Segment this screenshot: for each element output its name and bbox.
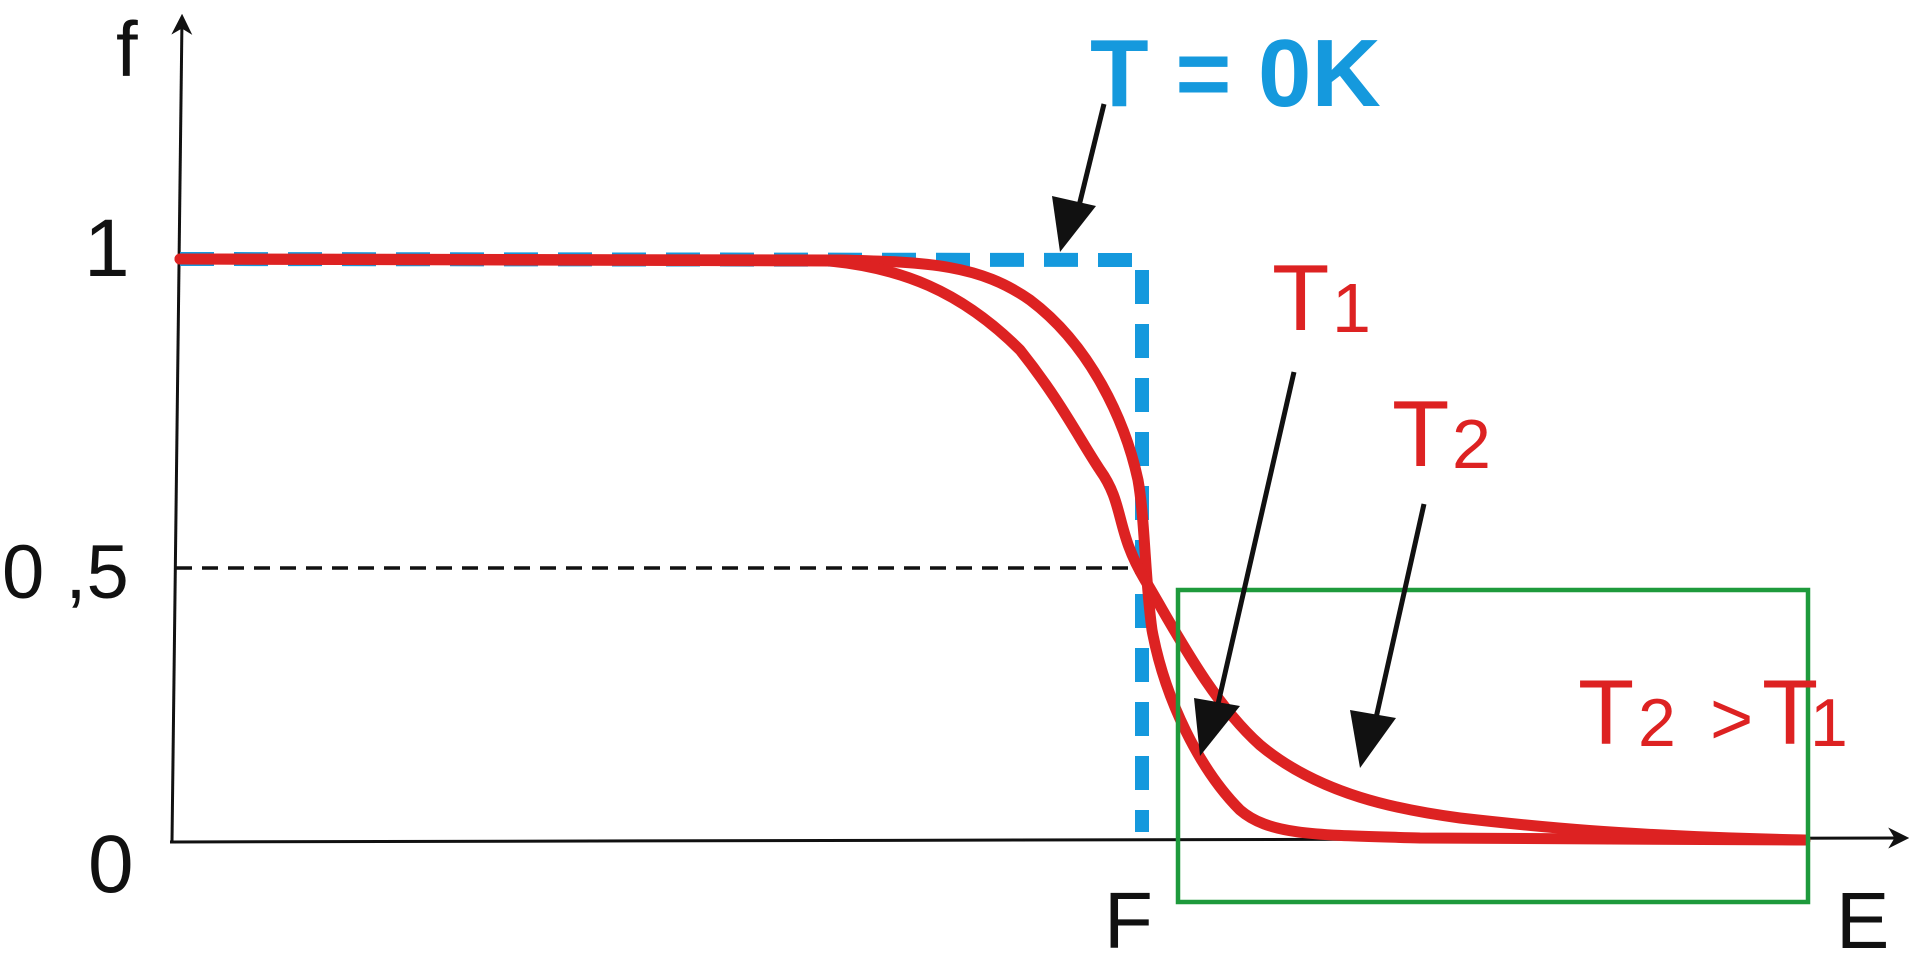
t2-curve	[174, 253, 1811, 846]
tick-label-zero: 0	[88, 819, 134, 910]
t1-label-subscript: 1	[1332, 269, 1371, 347]
compare-t2-subscript: 2	[1638, 685, 1676, 761]
compare-t1-main: T	[1762, 662, 1818, 764]
t-zero-label: T = 0K	[1090, 20, 1381, 127]
fermi-level-label: F	[1104, 876, 1153, 956]
t1-label-main: T	[1272, 245, 1329, 350]
compare-operator: >	[1710, 677, 1753, 760]
tick-label-half: 0 ,5	[2, 530, 129, 615]
t1-curve	[174, 253, 1811, 846]
t0-pointer-arrow	[1052, 103, 1107, 252]
t2-label-subscript: 2	[1452, 405, 1491, 483]
y-axis	[170, 13, 193, 843]
temperature-comparison-label: T 2 > T 1	[1578, 662, 1848, 764]
t1-pointer-arrow	[1194, 371, 1297, 756]
t2-label-main: T	[1392, 381, 1449, 486]
t2-label: T 2	[1392, 381, 1491, 486]
t2-pointer-arrow	[1350, 503, 1427, 768]
x-axis-label: E	[1836, 876, 1889, 956]
compare-t2-main: T	[1578, 662, 1634, 764]
t1-label: T 1	[1272, 245, 1371, 350]
tick-label-one: 1	[84, 203, 130, 294]
t0-step-curve	[179, 252, 1149, 832]
tail-highlight-box	[1175, 587, 1811, 905]
y-axis-label: f	[116, 5, 138, 93]
compare-t1-subscript: 1	[1810, 685, 1848, 761]
